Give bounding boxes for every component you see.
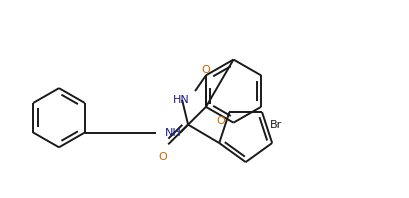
Text: HN: HN [173, 95, 190, 105]
Text: O: O [217, 116, 225, 126]
Text: O: O [202, 65, 210, 75]
Text: NH: NH [165, 128, 182, 138]
Text: Br: Br [270, 120, 282, 130]
Text: O: O [158, 152, 166, 162]
